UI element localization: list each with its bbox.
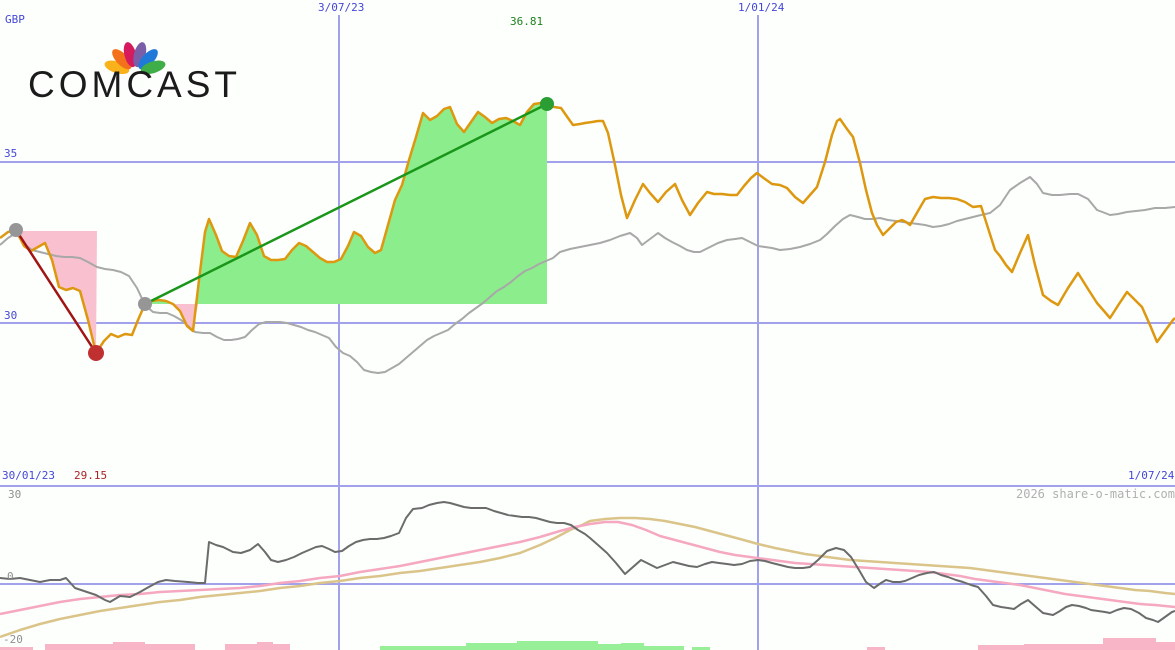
x-tick-start-date: 30/01/23 [2,469,55,482]
pink-volume-bar [1024,644,1103,650]
pink-volume-bar [257,642,273,650]
momentum-oscillator-line [0,501,1175,623]
x-tick-jan24: 1/01/24 [738,1,785,14]
low-price-label: 29.15 [74,469,108,482]
watermark: 2026 share-o-matic.com [1016,487,1175,501]
peacock-feather [140,60,166,75]
gain-region-fill [145,103,547,331]
downtrend-start-marker [9,223,23,237]
uptrend-trend-line [144,102,548,306]
downtrend-trend-line [14,229,98,354]
pink-volume-bar [1103,638,1156,650]
osc-tick-minus20: -20 [3,633,23,646]
uptrend-start-marker [138,297,152,311]
downtrend-end-marker [88,345,104,361]
comcast-wordmark: COMCAST [28,64,241,105]
comcast-share-price-line [0,101,1175,355]
comcast-logo: COMCAST [0,0,260,115]
pink-volume-bar [225,644,257,650]
pink-volume-bar [1156,642,1175,650]
pink-volume-bar [0,647,33,650]
pink-volume-bar [113,642,145,650]
peacock-feather [112,49,132,70]
osc-tick-0: 0 [7,570,14,583]
green-volume-bar [692,647,710,650]
y-tick-30: 30 [4,309,18,322]
loss-region-fill [16,230,97,353]
green-volume-bar [517,641,598,650]
currency-label: GBP [5,13,25,26]
x-tick-jul23: 3/07/23 [318,1,365,14]
signal-tan-line [0,516,1175,639]
green-volume-bar [380,646,466,650]
uptrend-end-marker [540,97,554,111]
high-price-label: 36.81 [510,15,544,28]
x-tick-end-date: 1/07/24 [1128,469,1175,482]
pink-volume-bar [273,644,290,650]
benchmark-index-line [0,176,1175,374]
osc-tick-30: 30 [8,488,22,501]
y-tick-35: 35 [4,147,18,160]
pink-volume-bar [867,647,885,650]
signal-pink-line [0,520,1175,616]
green-volume-bar [621,643,644,650]
pink-volume-bar [45,644,113,650]
dip-region-fill [173,304,198,331]
nbc-peacock-icon [104,42,166,75]
green-volume-bar [466,643,517,650]
green-volume-bar [598,644,621,650]
green-volume-bar [644,646,684,650]
pink-volume-bar [145,644,195,650]
peacock-feather [138,49,158,70]
pink-volume-bar [978,645,1024,650]
